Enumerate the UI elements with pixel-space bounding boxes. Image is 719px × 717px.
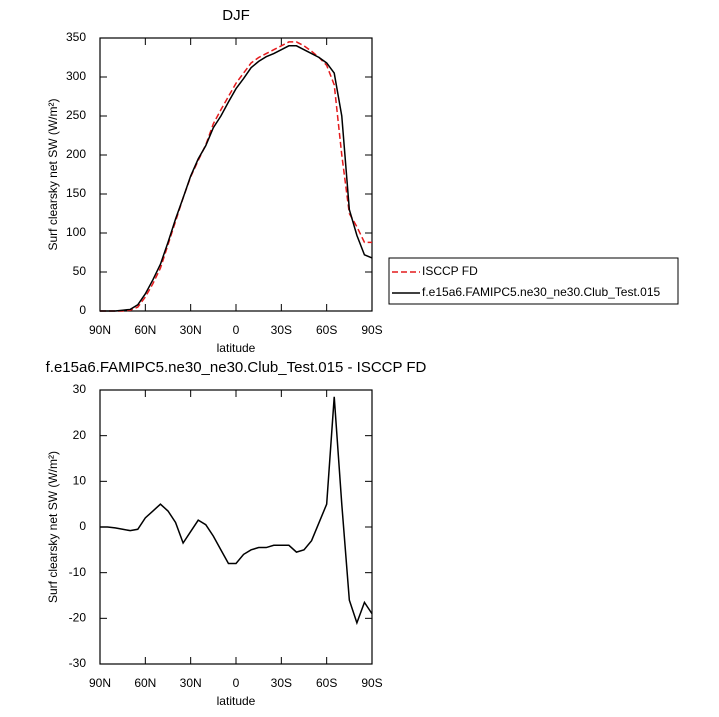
x-axis-label: latitude (217, 341, 256, 355)
x-tick-label: 30N (180, 676, 202, 690)
series-line (100, 396, 373, 626)
x-tick-label: 0 (233, 323, 240, 337)
x-tick-label: 0 (233, 676, 240, 690)
legend-label: f.e15a6.FAMIPC5.ne30_ne30.Club_Test.015 (422, 285, 660, 299)
y-tick-label: 50 (73, 264, 87, 278)
y-axis-label: Surf clearsky net SW (W/m²) (46, 98, 60, 250)
series-line (100, 41, 372, 312)
plot-frame (99, 37, 373, 312)
y-tick-label: 100 (66, 225, 86, 239)
y-tick-label: 150 (66, 186, 86, 200)
x-tick-label: 90N (89, 676, 111, 690)
legend-box (388, 257, 679, 305)
x-tick-label: 30S (271, 323, 292, 337)
x-tick-label: 60S (316, 323, 337, 337)
x-tick-label: 30N (180, 323, 202, 337)
x-tick-label: 60N (134, 676, 156, 690)
y-tick-label: 0 (79, 519, 86, 533)
legend-label: ISCCP FD (422, 264, 478, 278)
series-line (100, 45, 373, 312)
y-tick-label: -10 (69, 565, 87, 579)
chart-title: f.e15a6.FAMIPC5.ne30_ne30.Club_Test.015 … (46, 359, 427, 376)
x-tick-label: 90S (361, 323, 382, 337)
y-tick-label: 10 (73, 474, 87, 488)
x-tick-label: 30S (271, 676, 292, 690)
x-axis-label: latitude (217, 694, 256, 708)
y-tick-label: 250 (66, 108, 86, 122)
y-axis-label: Surf clearsky net SW (W/m²) (46, 451, 60, 603)
y-tick-label: -30 (69, 656, 87, 670)
y-tick-label: 30 (73, 382, 87, 396)
y-tick-label: 350 (66, 30, 86, 44)
y-tick-label: -20 (69, 611, 87, 625)
x-tick-label: 90S (361, 676, 382, 690)
y-tick-label: 0 (79, 303, 86, 317)
chart-title: DJF (222, 7, 250, 24)
x-tick-label: 60N (134, 323, 156, 337)
x-tick-label: 60S (316, 676, 337, 690)
y-tick-label: 20 (73, 428, 87, 442)
y-tick-label: 300 (66, 69, 86, 83)
x-tick-label: 90N (89, 323, 111, 337)
y-tick-label: 200 (66, 147, 86, 161)
